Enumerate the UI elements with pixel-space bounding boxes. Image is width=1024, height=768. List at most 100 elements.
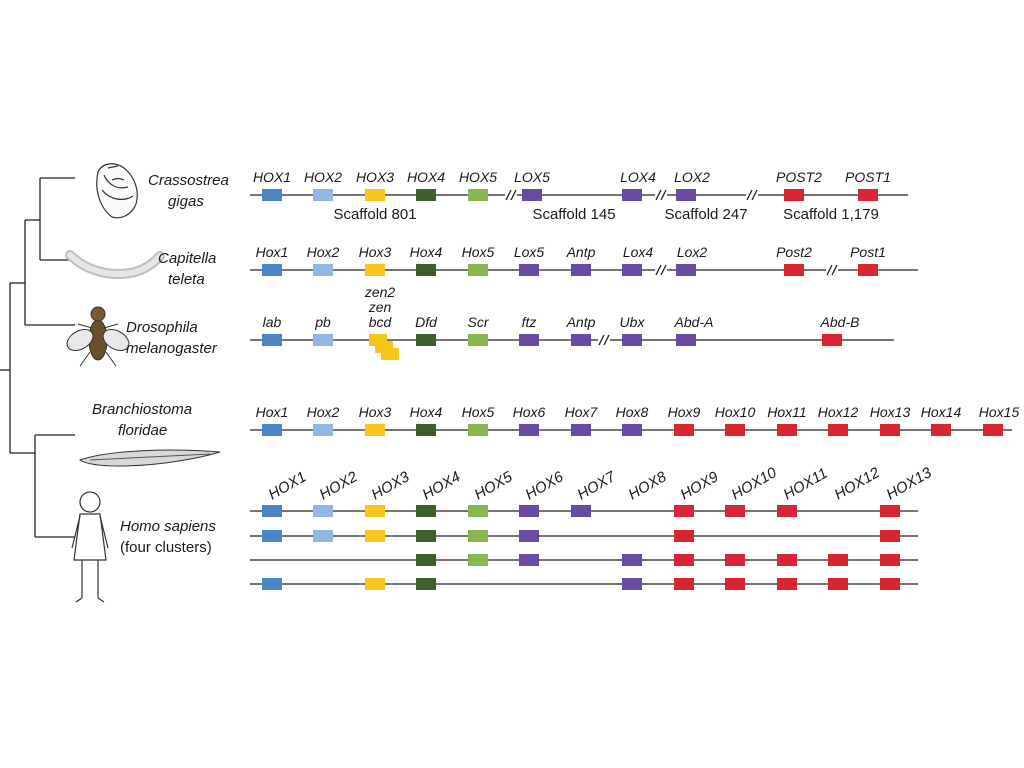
- gene-label: HOX3: [356, 169, 394, 185]
- scaffold-labels: Scaffold 801 Scaffold 145 Scaffold 247 S…: [333, 206, 878, 223]
- gene-box-capitella-hox3: [365, 264, 385, 276]
- gene-label: Hox10: [715, 404, 756, 420]
- gene-box-oyster-hox5: [468, 189, 488, 201]
- gene-box-amphioxus-hox4: [416, 424, 436, 436]
- fly-icon: [66, 306, 130, 367]
- gene-box-human-cluster1-hox2: [313, 505, 333, 517]
- gene-label: bcd: [369, 314, 393, 330]
- gene-label: ftz: [522, 314, 537, 330]
- gene-box-oyster-post2: [784, 189, 804, 201]
- gene-label: Hox6: [513, 404, 546, 420]
- gene-label: HOX9: [678, 468, 722, 503]
- gene-box-capitella-post2: [784, 264, 804, 276]
- gene-box-drosophila-abd-b: [822, 334, 842, 346]
- gene-box-amphioxus-hox8: [622, 424, 642, 436]
- gene-box-capitella-lox4: [622, 264, 642, 276]
- gene-label: Hox14: [921, 404, 962, 420]
- gene-box-capitella-hox1: [262, 264, 282, 276]
- species-oyster-line2: gigas: [168, 193, 204, 210]
- gene-label: HOX1: [266, 468, 310, 503]
- gene-label: Antp: [566, 314, 596, 330]
- gene-box-amphioxus-hox12: [828, 424, 848, 436]
- species-capitella-line1: Capitella: [158, 250, 216, 267]
- species-drosophila-line2: melanogaster: [126, 340, 218, 357]
- break-mark: [598, 331, 610, 349]
- gene-label: HOX11: [781, 465, 831, 504]
- gene-box-amphioxus-hox5: [468, 424, 488, 436]
- gene-box-amphioxus-hox1: [262, 424, 282, 436]
- gene-label: HOX13: [884, 464, 936, 504]
- gene-box-drosophila-lab: [262, 334, 282, 346]
- break-mark: [826, 261, 838, 279]
- gene-box-human-cluster3-hox13: [880, 554, 900, 566]
- gene-box-amphioxus-hox2: [313, 424, 333, 436]
- gene-label: Lox5: [514, 244, 545, 260]
- gene-box-human-cluster2-hox3: [365, 530, 385, 542]
- gene-box-drosophila-dfd: [416, 334, 436, 346]
- gene-label: Dfd: [415, 314, 438, 330]
- gene-label: LOX5: [514, 169, 550, 185]
- gene-box-human-cluster4-hox4: [416, 578, 436, 590]
- gene-box-human-cluster3-hox11: [777, 554, 797, 566]
- gene-label: Hox3: [359, 404, 392, 420]
- gene-label: Hox4: [410, 244, 443, 260]
- gene-box-human-cluster1-hox4: [416, 505, 436, 517]
- gene-box-amphioxus-hox14: [931, 424, 951, 436]
- human-gene-labels: HOX1 HOX2 HOX3 HOX4 HOX5 HOX6 HOX7 HOX8 …: [266, 464, 936, 504]
- gene-box-amphioxus-hox9: [674, 424, 694, 436]
- gene-box-human-cluster3-hox12: [828, 554, 848, 566]
- species-amphioxus-line2: floridae: [118, 422, 167, 439]
- gene-box-human-cluster2-hox5: [468, 530, 488, 542]
- gene-box-oyster-hox3: [365, 189, 385, 201]
- species-human-line1: Homo sapiens: [120, 518, 216, 535]
- gene-label: Hox9: [668, 404, 701, 420]
- gene-box-human-cluster1-hox13: [880, 505, 900, 517]
- phylogenetic-tree: [0, 177, 75, 538]
- gene-box-human-cluster4-hox8: [622, 578, 642, 590]
- gene-label: Hox2: [307, 404, 340, 420]
- gene-box-amphioxus-hox13: [880, 424, 900, 436]
- break-mark: [505, 186, 517, 204]
- gene-label: Post1: [850, 244, 886, 260]
- drosophila-cluster: [262, 334, 842, 360]
- human-icon: [71, 491, 109, 603]
- gene-box-amphioxus-hox6: [519, 424, 539, 436]
- gene-box-drosophila-antp: [571, 334, 591, 346]
- gene-label: POST2: [776, 169, 822, 185]
- gene-label: Hox5: [462, 244, 495, 260]
- gene-label: Post2: [776, 244, 812, 260]
- gene-label: HOX4: [420, 468, 464, 503]
- gene-box-human-cluster3-hox9: [674, 554, 694, 566]
- gene-box-human-cluster2-hox4: [416, 530, 436, 542]
- gene-box-human-cluster1-hox9: [674, 505, 694, 517]
- gene-box-human-cluster1-hox10: [725, 505, 745, 517]
- gene-label: HOX5: [459, 169, 497, 185]
- gene-box-drosophila-ubx: [622, 334, 642, 346]
- gene-box-drosophila-scr: [468, 334, 488, 346]
- gene-box-human-cluster4-hox13: [880, 578, 900, 590]
- human-clusters: [262, 505, 900, 590]
- gene-box-amphioxus-hox10: [725, 424, 745, 436]
- gene-label: Hox3: [359, 244, 392, 260]
- gene-box-oyster-lox2: [676, 189, 696, 201]
- gene-label: Antp: [566, 244, 596, 260]
- gene-box-oyster-lox4: [622, 189, 642, 201]
- gene-label: Lox4: [623, 244, 654, 260]
- gene-label: LOX2: [674, 169, 710, 185]
- gene-label: Ubx: [620, 314, 646, 330]
- gene-box-human-cluster2-hox9: [674, 530, 694, 542]
- gene-label: POST1: [845, 169, 891, 185]
- gene-box-amphioxus-hox3: [365, 424, 385, 436]
- oyster-gene-labels: HOX1 HOX2 HOX3 HOX4 HOX5 LOX5 LOX4 LOX2 …: [253, 169, 891, 185]
- gene-label: HOX1: [253, 169, 291, 185]
- gene-box-oyster-hox2: [313, 189, 333, 201]
- gene-box-human-cluster3-hox4: [416, 554, 436, 566]
- gene-label: Hox15: [979, 404, 1020, 420]
- worm-icon: [65, 250, 165, 279]
- gene-box-amphioxus-hox11: [777, 424, 797, 436]
- gene-label: HOX4: [407, 169, 445, 185]
- break-mark: [746, 186, 758, 204]
- oyster-cluster: [262, 189, 878, 201]
- gene-box-capitella-post1: [858, 264, 878, 276]
